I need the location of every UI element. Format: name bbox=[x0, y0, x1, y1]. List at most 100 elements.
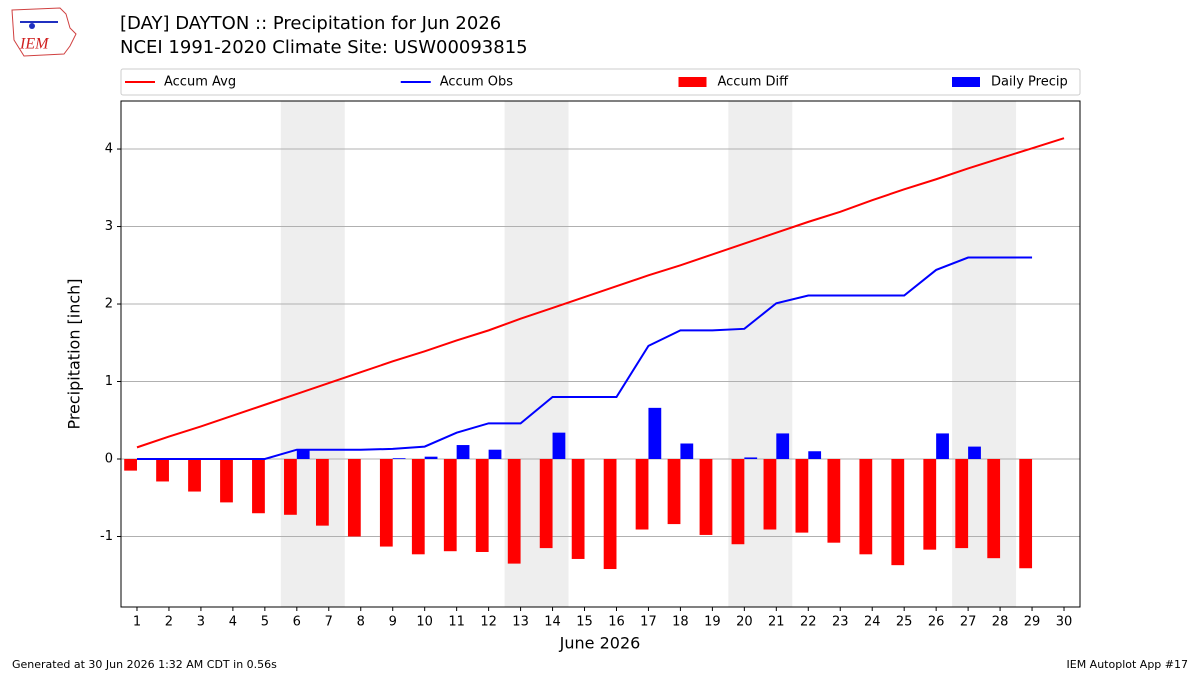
bar bbox=[891, 458, 905, 566]
x-tick-label: 22 bbox=[800, 615, 817, 630]
x-tick-label: 8 bbox=[357, 615, 365, 630]
bar bbox=[731, 458, 745, 545]
bar bbox=[539, 458, 553, 549]
legend-label: Accum Avg bbox=[164, 75, 236, 90]
bar bbox=[699, 458, 713, 535]
x-tick-label: 29 bbox=[1024, 615, 1041, 630]
x-tick-label: 12 bbox=[480, 615, 497, 630]
x-tick-label: 24 bbox=[864, 615, 881, 630]
x-tick-label: 15 bbox=[576, 615, 593, 630]
bar bbox=[220, 458, 233, 503]
x-tick-label: 3 bbox=[197, 615, 205, 630]
bar bbox=[667, 458, 681, 525]
bar bbox=[763, 458, 777, 530]
bar bbox=[284, 458, 297, 515]
x-tick-label: 5 bbox=[261, 615, 269, 630]
y-tick-label: -1 bbox=[100, 529, 113, 544]
bar bbox=[347, 458, 361, 537]
footer-right: IEM Autoplot App #17 bbox=[1067, 658, 1189, 671]
bar bbox=[488, 449, 502, 459]
bar bbox=[648, 407, 662, 459]
x-tick-label: 28 bbox=[992, 615, 1009, 630]
bar bbox=[936, 433, 949, 459]
bar bbox=[1019, 458, 1033, 569]
y-tick-label: 2 bbox=[105, 297, 113, 312]
legend-box bbox=[120, 68, 1081, 96]
logo-outline bbox=[11, 7, 77, 57]
footer-left: Generated at 30 Jun 2026 1:32 AM CDT in … bbox=[12, 658, 277, 671]
legend-swatch bbox=[952, 77, 980, 87]
line bbox=[136, 137, 1065, 449]
x-tick-label: 23 bbox=[832, 615, 849, 630]
bar bbox=[156, 458, 169, 482]
x-tick-label: 13 bbox=[512, 615, 529, 630]
bar bbox=[552, 432, 566, 459]
bar bbox=[315, 458, 329, 526]
y-axis-label: Precipitation [inch] bbox=[65, 278, 84, 429]
legend-label: Accum Diff bbox=[718, 75, 790, 90]
y-tick-label: 3 bbox=[105, 219, 113, 234]
bar bbox=[955, 458, 969, 549]
bar bbox=[252, 458, 265, 514]
bar bbox=[571, 458, 585, 559]
x-tick-label: 21 bbox=[768, 615, 785, 630]
x-tick-label: 1 bbox=[133, 615, 141, 630]
bar bbox=[456, 445, 470, 459]
bar bbox=[188, 458, 201, 492]
y-tick-label: 4 bbox=[105, 142, 113, 157]
legend-swatch bbox=[678, 77, 707, 87]
bar bbox=[968, 446, 981, 459]
logo-text: IEM bbox=[19, 36, 50, 53]
plot-frame bbox=[120, 100, 1081, 608]
bar bbox=[808, 451, 822, 459]
x-tick-label: 30 bbox=[1056, 615, 1073, 630]
weekend-shade bbox=[280, 101, 345, 607]
x-tick-label: 17 bbox=[640, 615, 657, 630]
bar bbox=[603, 458, 617, 570]
logo-icon bbox=[29, 23, 35, 29]
y-tick-label: 0 bbox=[105, 451, 113, 466]
bar bbox=[827, 458, 841, 543]
x-tick-label: 20 bbox=[736, 615, 753, 630]
x-tick-label: 11 bbox=[448, 615, 465, 630]
legend-label: Daily Precip bbox=[991, 75, 1068, 90]
y-tick-label: 1 bbox=[105, 374, 113, 389]
bar bbox=[859, 458, 873, 555]
x-tick-label: 19 bbox=[704, 615, 721, 630]
x-tick-label: 16 bbox=[608, 615, 625, 630]
x-axis-label: June 2026 bbox=[559, 634, 641, 653]
bar bbox=[296, 449, 310, 459]
x-tick-label: 18 bbox=[672, 615, 689, 630]
x-tick-label: 9 bbox=[389, 615, 397, 630]
x-tick-label: 27 bbox=[960, 615, 977, 630]
legend-label: Accum Obs bbox=[440, 75, 513, 90]
bar bbox=[475, 458, 489, 552]
line bbox=[136, 256, 1033, 460]
bar bbox=[507, 458, 521, 564]
logo: IEM bbox=[11, 7, 77, 57]
chart-subtitle: NCEI 1991-2020 Climate Site: USW00093815 bbox=[120, 37, 528, 58]
bar bbox=[795, 458, 809, 533]
x-tick-label: 7 bbox=[325, 615, 333, 630]
chart-title: [DAY] DAYTON :: Precipitation for Jun 20… bbox=[120, 13, 501, 34]
bar bbox=[744, 457, 758, 459]
x-tick-label: 26 bbox=[928, 615, 945, 630]
x-tick-label: 4 bbox=[229, 615, 237, 630]
bar bbox=[923, 458, 937, 550]
bar bbox=[424, 456, 438, 459]
bar bbox=[635, 458, 649, 530]
bar bbox=[443, 458, 457, 552]
x-tick-label: 14 bbox=[544, 615, 561, 630]
bar bbox=[392, 458, 406, 459]
bar bbox=[411, 458, 425, 555]
x-tick-label: 6 bbox=[293, 615, 301, 630]
x-tick-label: 2 bbox=[165, 615, 173, 630]
bar bbox=[680, 443, 694, 459]
x-tick-label: 10 bbox=[416, 615, 433, 630]
bar bbox=[987, 458, 1001, 559]
bar bbox=[379, 458, 393, 547]
bar bbox=[776, 433, 790, 459]
x-tick-label: 25 bbox=[896, 615, 913, 630]
